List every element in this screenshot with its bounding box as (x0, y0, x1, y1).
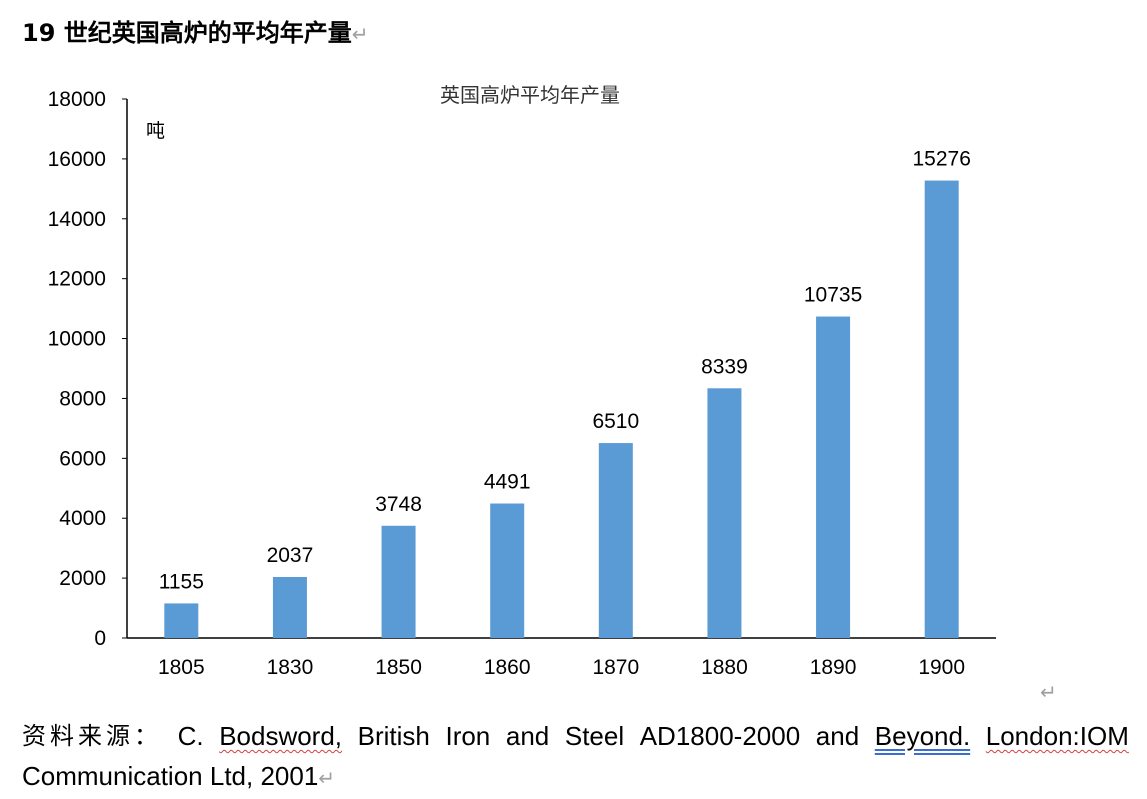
data-label: 6510 (592, 410, 639, 433)
y-tick-label: 14000 (48, 208, 106, 231)
source-word: Iron (445, 721, 491, 751)
y-tick-label: 4000 (59, 507, 106, 530)
y-tick-label: 8000 (59, 387, 106, 410)
bar (707, 388, 742, 638)
source-citation-line-1: 资料来源： C. Bodsword, British Iron and Stee… (22, 716, 1129, 756)
document-heading: 19 世纪英国高炉的平均年产量↵ (22, 13, 369, 48)
data-label: 15276 (912, 148, 970, 171)
source-word: and (815, 721, 860, 751)
y-tick-label: 12000 (48, 268, 106, 291)
data-label: 3748 (375, 493, 422, 516)
source-prefix: 资料来源： (22, 722, 162, 750)
x-tick-label: 1880 (701, 656, 748, 679)
data-label: 8339 (701, 355, 748, 378)
bar (598, 443, 633, 638)
source-citation-line-2: Communication Ltd, 2001↵ (22, 756, 1129, 799)
paragraph-mark-icon: ↵ (351, 22, 369, 46)
source-publisher: Communication Ltd, 2001 (22, 761, 319, 791)
y-tick-label: 18000 (48, 88, 106, 111)
y-unit-label: 吨 (146, 120, 165, 142)
y-tick-label: 2000 (59, 567, 106, 590)
x-tick-label: 1805 (158, 656, 205, 679)
y-tick-label: 6000 (59, 447, 106, 470)
bar (490, 503, 525, 638)
source-word: Bodsword, (219, 721, 343, 751)
data-label: 2037 (267, 544, 314, 567)
source-word: British (357, 721, 430, 751)
chart-title: 英国高炉平均年产量 (440, 83, 620, 107)
x-tick-label: 1850 (375, 656, 422, 679)
x-tick-label: 1890 (810, 656, 857, 679)
bar (816, 316, 851, 638)
source-word: Steel (564, 721, 625, 751)
source-word: London:IOM (985, 721, 1129, 751)
data-label: 4491 (484, 471, 531, 494)
source-word: C. (177, 721, 204, 751)
x-tick-label: 1860 (484, 656, 531, 679)
x-tick-label: 1900 (918, 656, 965, 679)
heading-text: 19 世纪英国高炉的平均年产量 (22, 19, 352, 47)
y-tick-label: 16000 (48, 148, 106, 171)
y-tick-label: 10000 (48, 328, 106, 351)
y-tick-label: 0 (94, 627, 106, 650)
source-word: AD1800-2000 (639, 721, 801, 751)
paragraph-mark-icon: ↵ (1040, 682, 1057, 704)
bar (272, 577, 307, 638)
bar (381, 525, 416, 638)
x-tick-label: 1870 (592, 656, 639, 679)
source-word: and (505, 721, 550, 751)
paragraph-mark-icon: ↵ (318, 768, 336, 790)
x-tick-label: 1830 (267, 656, 314, 679)
bar (164, 603, 199, 638)
data-label: 10735 (804, 284, 862, 307)
source-word: Beyond. (874, 721, 971, 751)
data-label: 1155 (159, 570, 204, 593)
bar (924, 180, 959, 638)
